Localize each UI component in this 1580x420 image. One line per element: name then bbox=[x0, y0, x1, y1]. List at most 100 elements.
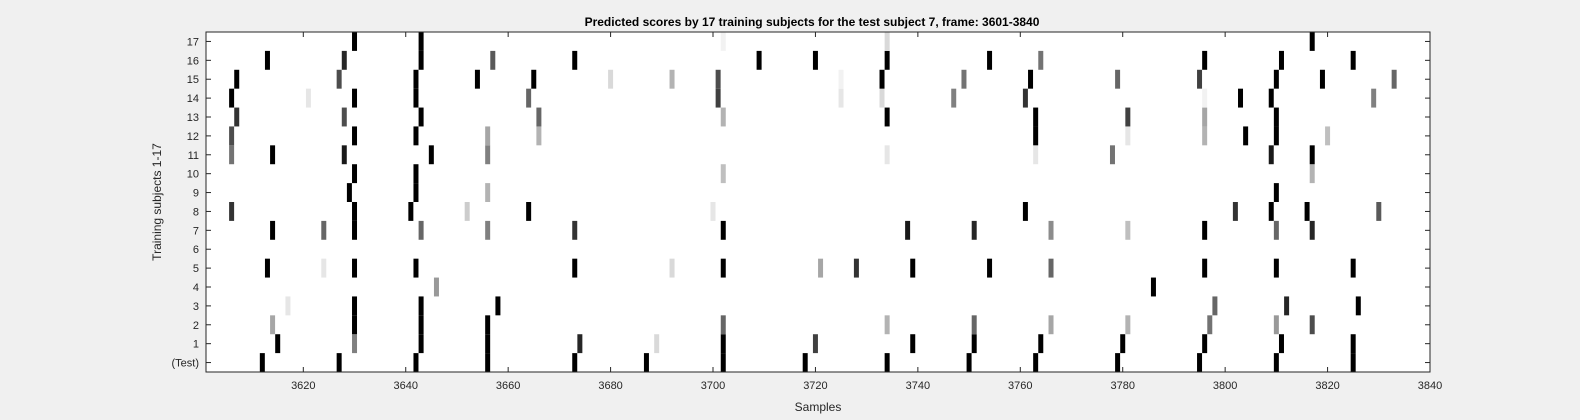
mark-row-2-2 bbox=[418, 315, 424, 335]
chart-title: Predicted scores by 17 training subjects… bbox=[585, 15, 1040, 29]
x-tick-label-3840: 3840 bbox=[1418, 380, 1442, 392]
y-tick-label-13: 13 bbox=[187, 112, 199, 124]
mark-row-12-1 bbox=[352, 126, 358, 146]
mark-row-11-4 bbox=[485, 145, 491, 165]
mark-row-17-4 bbox=[1309, 32, 1315, 51]
mark-row-2-0 bbox=[270, 315, 276, 335]
mark-row-8-3 bbox=[464, 202, 470, 221]
mark-row-test-3 bbox=[485, 353, 491, 372]
mark-row-8-4 bbox=[526, 202, 532, 221]
mark-row-12-5 bbox=[1033, 126, 1039, 146]
mark-row-test-13 bbox=[1273, 353, 1279, 372]
mark-row-11-9 bbox=[1309, 145, 1315, 165]
mark-row-13-8 bbox=[1202, 107, 1208, 127]
mark-row-3-6 bbox=[1355, 296, 1361, 316]
mark-row-test-8 bbox=[884, 353, 890, 372]
mark-row-3-4 bbox=[1212, 296, 1218, 316]
mark-row-16-9 bbox=[1038, 50, 1044, 70]
mark-row-8-7 bbox=[1232, 202, 1238, 221]
mark-row-2-4 bbox=[720, 315, 726, 335]
mark-row-12-4 bbox=[536, 126, 542, 146]
mark-row-test-5 bbox=[643, 353, 649, 372]
x-tick-label-3620: 3620 bbox=[291, 380, 315, 392]
mark-row-16-10 bbox=[1202, 50, 1208, 70]
mark-row-14-8 bbox=[951, 88, 957, 108]
mark-row-11-2 bbox=[341, 145, 347, 165]
mark-row-5-8 bbox=[853, 258, 859, 278]
plot-border bbox=[205, 31, 1431, 373]
mark-row-test-2 bbox=[413, 353, 419, 372]
mark-row-7-0 bbox=[270, 220, 276, 240]
x-tick-label-3720: 3720 bbox=[803, 380, 827, 392]
mark-row-7-8 bbox=[971, 220, 977, 240]
mark-row-10-2 bbox=[720, 164, 726, 184]
mark-row-15-13 bbox=[1197, 69, 1203, 89]
y-axis-label: Training subjects 1-17 bbox=[150, 143, 164, 261]
x-axis: 3620 3640 3660 3680 3700 3720 3740 3760 3780 3800… bbox=[291, 32, 1442, 392]
mark-row-test-6 bbox=[720, 353, 726, 372]
mark-row-17-0 bbox=[352, 32, 358, 51]
mark-row-8-2 bbox=[408, 202, 414, 221]
mark-row-5-9 bbox=[910, 258, 916, 278]
y-tick-label-7: 7 bbox=[193, 225, 199, 237]
mark-row-8-5 bbox=[710, 202, 716, 221]
mark-row-5-10 bbox=[987, 258, 993, 278]
mark-row-test-7 bbox=[802, 353, 808, 372]
mark-row-test-0 bbox=[259, 353, 265, 372]
mark-row-1-5 bbox=[654, 334, 660, 354]
mark-row-test-10 bbox=[1033, 353, 1039, 372]
y-tick-label-1: 1 bbox=[193, 339, 199, 351]
x-tick-label-3640: 3640 bbox=[393, 380, 417, 392]
mark-row-1-2 bbox=[418, 334, 424, 354]
mark-row-8-0 bbox=[229, 202, 235, 221]
mark-row-2-8 bbox=[1125, 315, 1131, 335]
mark-row-12-2 bbox=[413, 126, 419, 146]
mark-row-15-7 bbox=[715, 69, 721, 89]
mark-row-16-11 bbox=[1278, 50, 1284, 70]
mark-row-14-9 bbox=[1022, 88, 1028, 108]
mark-row-16-1 bbox=[341, 50, 347, 70]
mark-row-15-14 bbox=[1273, 69, 1279, 89]
mark-row-16-4 bbox=[572, 50, 578, 70]
x-tick-label-3760: 3760 bbox=[1008, 380, 1032, 392]
mark-row-17-3 bbox=[884, 32, 890, 51]
mark-row-test-1 bbox=[336, 353, 342, 372]
mark-row-1-1 bbox=[352, 334, 358, 354]
mark-row-1-7 bbox=[812, 334, 818, 354]
mark-row-17-1 bbox=[418, 32, 424, 51]
mark-row-8-1 bbox=[352, 202, 358, 221]
y-tick-label-16: 16 bbox=[187, 55, 199, 67]
mark-row-12-0 bbox=[229, 126, 235, 146]
mark-row-test-4 bbox=[572, 353, 578, 372]
y-tick-label-3: 3 bbox=[193, 301, 199, 313]
mark-row-9-2 bbox=[485, 183, 491, 202]
mark-row-5-12 bbox=[1202, 258, 1208, 278]
mark-row-16-5 bbox=[756, 50, 762, 70]
mark-row-15-5 bbox=[608, 69, 614, 89]
mark-row-14-2 bbox=[352, 88, 358, 108]
mark-row-15-6 bbox=[669, 69, 675, 89]
mark-row-1-13 bbox=[1278, 334, 1284, 354]
mark-row-14-4 bbox=[526, 88, 532, 108]
x-tick-label-3680: 3680 bbox=[598, 380, 622, 392]
mark-row-16-12 bbox=[1350, 50, 1356, 70]
y-tick-label-17: 17 bbox=[187, 36, 199, 48]
mark-row-13-2 bbox=[418, 107, 424, 127]
mark-row-2-7 bbox=[1048, 315, 1054, 335]
mark-row-5-11 bbox=[1048, 258, 1054, 278]
mark-row-5-14 bbox=[1350, 258, 1356, 278]
mark-row-2-1 bbox=[352, 315, 358, 335]
mark-row-5-3 bbox=[413, 258, 419, 278]
mark-row-16-3 bbox=[490, 50, 496, 70]
mark-row-7-6 bbox=[720, 220, 726, 240]
heatmap-marks bbox=[229, 32, 1397, 372]
mark-row-5-1 bbox=[321, 258, 327, 278]
mark-row-2-6 bbox=[971, 315, 977, 335]
x-tick-label-3700: 3700 bbox=[701, 380, 725, 392]
mark-row-7-9 bbox=[1048, 220, 1054, 240]
mark-row-7-7 bbox=[905, 220, 911, 240]
mark-row-2-5 bbox=[884, 315, 890, 335]
y-tick-label-test: (Test) bbox=[172, 358, 200, 370]
mark-row-2-9 bbox=[1207, 315, 1213, 335]
mark-row-12-8 bbox=[1243, 126, 1249, 146]
